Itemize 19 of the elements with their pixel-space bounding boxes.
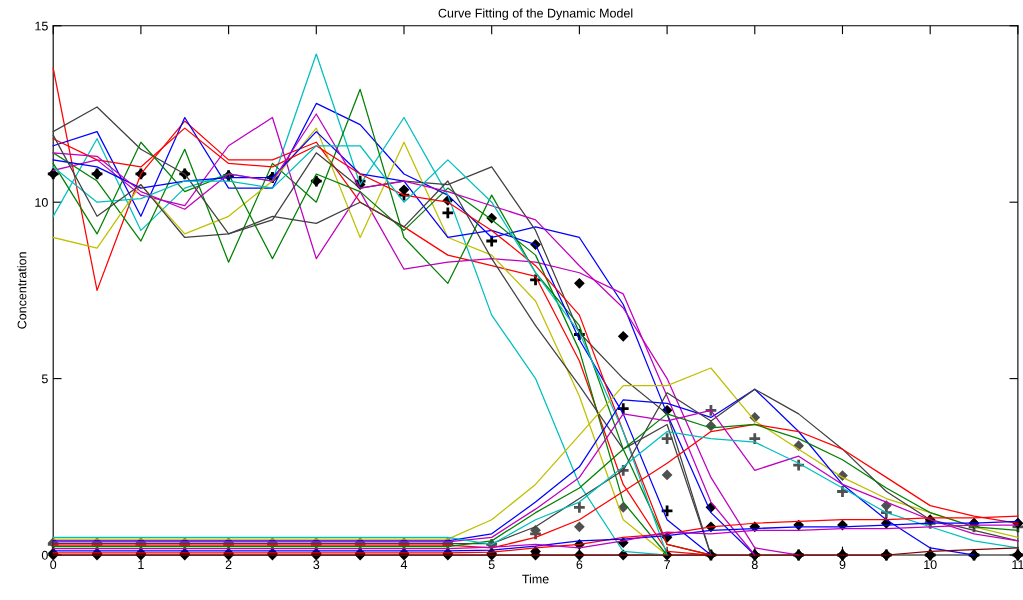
- x-tick-label: 11: [1012, 560, 1023, 569]
- x-tick-label: 8: [751, 560, 758, 570]
- x-tick-label: 0: [50, 560, 57, 570]
- x-tick-label: 9: [839, 560, 846, 570]
- y-tick-label: 15: [35, 21, 48, 31]
- x-tick-label: 4: [400, 560, 408, 569]
- y-tick-label: 5: [41, 374, 48, 384]
- x-tick-label: 3: [313, 560, 320, 570]
- chart-title: Curve Fitting of the Dynamic Model: [438, 8, 633, 21]
- x-tick-label: 6: [576, 560, 583, 570]
- x-tick-label: 1: [138, 560, 144, 569]
- x-tick-label: 10: [924, 560, 937, 570]
- y-tick-label: 0: [41, 550, 48, 560]
- x-tick-label: 5: [488, 560, 495, 570]
- x-tick-label: 2: [225, 560, 232, 569]
- x-tick-label: 7: [664, 560, 670, 569]
- y-axis-title: Concentration: [17, 252, 27, 329]
- y-tick-label: 10: [35, 198, 48, 207]
- x-axis-title: Time: [522, 574, 549, 584]
